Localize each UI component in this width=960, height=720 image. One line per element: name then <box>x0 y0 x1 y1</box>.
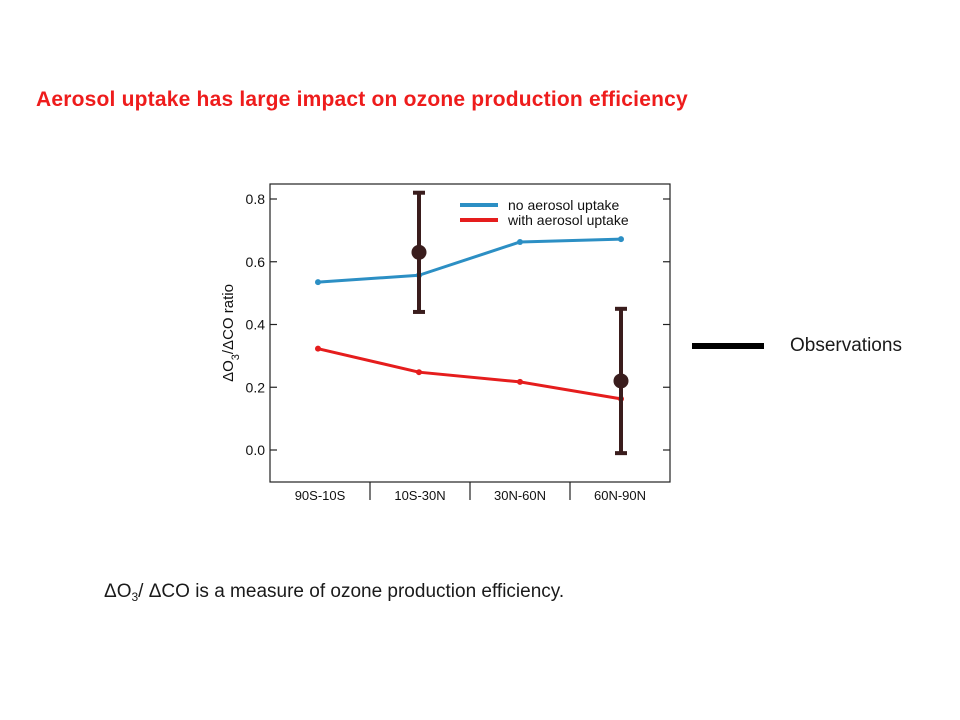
observations-layer <box>411 190 629 456</box>
caption-delta: ΔO <box>104 581 132 602</box>
series-line <box>317 237 622 284</box>
series-point <box>315 279 321 286</box>
legend-label: no aerosol uptake <box>508 197 620 213</box>
caption-subscript: 3 <box>131 590 139 604</box>
plot-frame <box>269 183 671 483</box>
y-label-subscript: 3 <box>230 354 242 360</box>
series-layer <box>315 236 624 402</box>
series-line <box>317 347 622 401</box>
x-tick-label: 10S-30N <box>394 488 445 503</box>
observation-point <box>613 373 629 389</box>
caption: ΔO3/ ΔCO is a measure of ozone productio… <box>104 581 564 604</box>
y-label-rest: /ΔCO ratio <box>220 284 237 354</box>
series-point <box>315 345 321 352</box>
x-tick-label: 90S-10S <box>295 488 346 503</box>
slide-title: Aerosol uptake has large impact on ozone… <box>36 88 688 111</box>
y-tick-label: 0.6 <box>246 254 266 270</box>
x-axis: 90S-10S 10S-30N 30N-60N 60N-90N <box>295 482 646 503</box>
legend-label: with aerosol uptake <box>507 212 629 228</box>
y-tick-label: 0.4 <box>246 317 266 333</box>
series-point <box>416 369 422 376</box>
y-tick-label: 0.0 <box>246 442 266 458</box>
series-point <box>618 236 624 243</box>
series-point <box>517 238 523 245</box>
y-label-delta-o: ΔO <box>220 360 237 382</box>
y-tick-label: 0.2 <box>246 379 266 395</box>
y-axis-label: ΔO3/ΔCO ratio <box>220 284 242 382</box>
series-point <box>517 378 523 385</box>
x-tick-label: 30N-60N <box>494 488 546 503</box>
observations-legend: Observations <box>692 333 932 361</box>
y-tick-label: 0.8 <box>246 191 266 207</box>
observation-point <box>411 244 427 260</box>
x-tick-label: 60N-90N <box>594 488 646 503</box>
y-axis: 0.0 0.2 0.4 0.6 0.8 <box>246 191 670 458</box>
observations-legend-label: Observations <box>790 335 902 356</box>
observations-legend-swatch <box>692 343 764 349</box>
caption-rest: / ΔCO is a measure of ozone production e… <box>138 581 565 602</box>
